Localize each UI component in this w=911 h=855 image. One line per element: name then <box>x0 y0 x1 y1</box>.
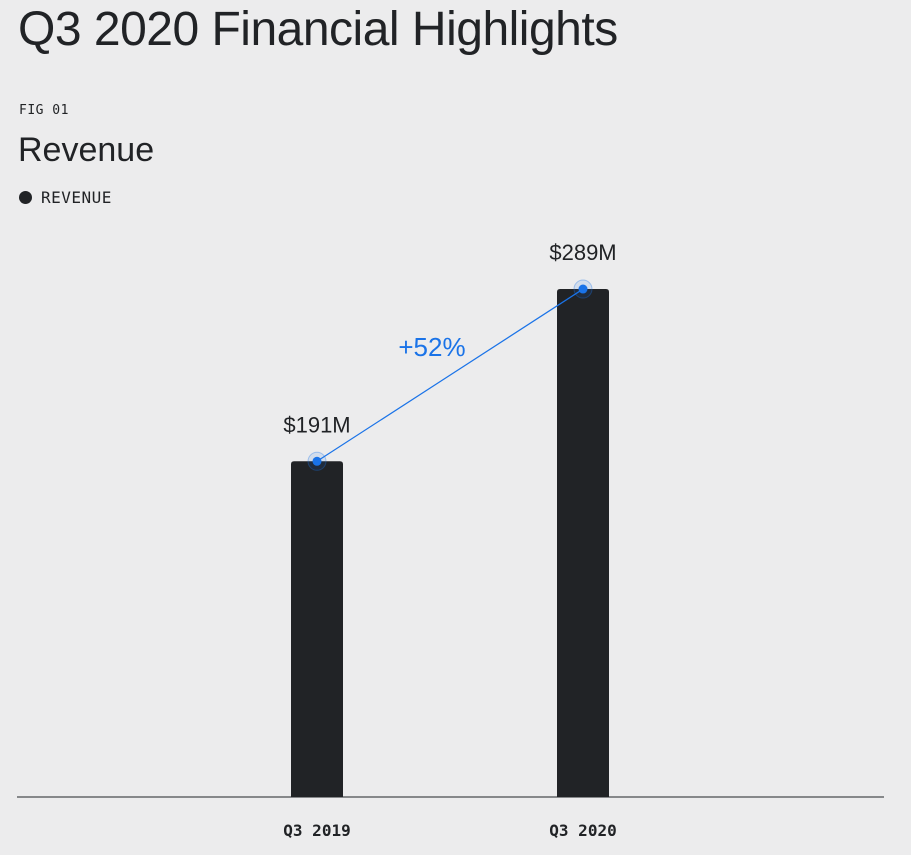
marker-dot-1 <box>312 456 322 466</box>
chart-legend: REVENUE <box>19 188 112 207</box>
x-tick-label-1: Q3 2019 <box>283 821 350 840</box>
figure-label: FIG 01 <box>19 103 69 118</box>
page-title: Q3 2020 Financial Highlights <box>18 3 618 56</box>
change-annotation: +52% <box>398 332 465 362</box>
marker-dot-2 <box>578 284 588 294</box>
chart-title: Revenue <box>18 131 155 169</box>
data-label-1: $191M <box>283 412 350 437</box>
data-label-2: $289M <box>549 240 616 265</box>
x-tick-label-2: Q3 2020 <box>549 821 616 840</box>
bar-q3-2020 <box>557 289 609 797</box>
change-connector-line <box>316 288 584 462</box>
legend-dot-icon <box>19 191 32 204</box>
bar-q3-2019 <box>291 461 343 797</box>
legend-label-revenue: REVENUE <box>41 188 112 207</box>
